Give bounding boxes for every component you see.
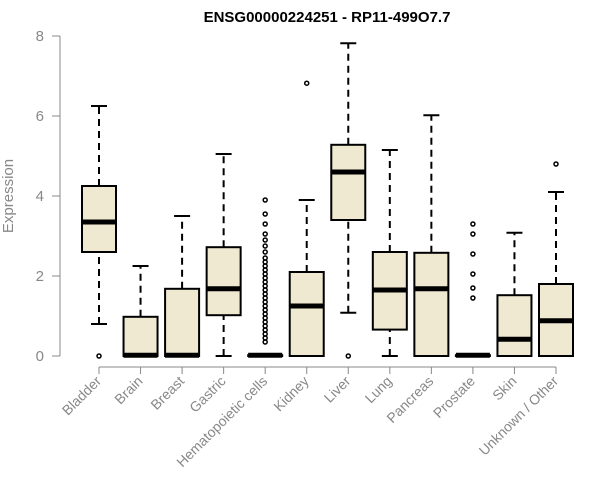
iqr-box bbox=[81, 185, 117, 253]
outlier-point bbox=[262, 237, 268, 243]
iqr-box bbox=[413, 251, 450, 357]
y-tick-label: 8 bbox=[36, 28, 44, 45]
y-axis-label: Expression bbox=[0, 159, 17, 233]
outlier-point bbox=[262, 249, 268, 255]
iqr-box bbox=[288, 271, 325, 357]
box-brain bbox=[122, 265, 159, 358]
outlier-point bbox=[303, 80, 310, 86]
x-tick-label: Brain bbox=[111, 373, 145, 407]
outlier-point bbox=[470, 295, 476, 301]
x-tick-label: Lung bbox=[362, 373, 395, 406]
box-hematopoietic-cells bbox=[247, 197, 284, 358]
box-unknown-other bbox=[538, 161, 574, 357]
outlier-point bbox=[553, 161, 559, 167]
outlier-point bbox=[470, 271, 476, 277]
box-pancreas bbox=[413, 114, 450, 357]
outlier-point bbox=[262, 221, 268, 227]
outlier-point bbox=[470, 251, 476, 257]
box-breast bbox=[164, 215, 201, 358]
chart-title: ENSG00000224251 - RP11-499O7.7 bbox=[204, 9, 451, 26]
outlier-point bbox=[96, 353, 102, 359]
outlier-point bbox=[262, 243, 268, 249]
iqr-box bbox=[122, 315, 159, 357]
iqr-box bbox=[164, 287, 201, 357]
box-kidney bbox=[288, 80, 325, 357]
outlier-point bbox=[262, 197, 268, 203]
outlier-point bbox=[262, 255, 268, 261]
iqr-box bbox=[205, 246, 242, 317]
outlier-point bbox=[262, 231, 268, 237]
box-liver bbox=[330, 42, 367, 359]
outlier-point bbox=[345, 353, 352, 359]
outlier-point bbox=[470, 285, 476, 291]
x-tick-label: Skin bbox=[489, 373, 520, 404]
box-bladder bbox=[81, 105, 117, 359]
y-tick-label: 0 bbox=[36, 348, 44, 365]
x-tick-label: Unknown / Other bbox=[476, 373, 562, 459]
y-tick-label: 6 bbox=[36, 108, 44, 125]
y-tick-label: 2 bbox=[36, 268, 44, 285]
box-lung bbox=[371, 149, 408, 357]
x-tick-label: Breast bbox=[147, 373, 187, 413]
outlier-point bbox=[470, 231, 476, 237]
box-series bbox=[81, 42, 574, 359]
box-gastric bbox=[205, 153, 242, 357]
x-tick-label: Prostate bbox=[430, 373, 478, 421]
x-tick-label: Bladder bbox=[59, 373, 105, 419]
x-tick-label: Kidney bbox=[270, 373, 312, 415]
outlier-point bbox=[470, 221, 476, 227]
iqr-box bbox=[496, 294, 533, 358]
x-tick-label: Liver bbox=[321, 373, 354, 406]
iqr-box bbox=[330, 143, 367, 221]
box-skin bbox=[496, 231, 533, 358]
y-tick-label: 4 bbox=[36, 188, 44, 205]
outlier-point bbox=[262, 211, 268, 217]
box-prostate bbox=[454, 221, 491, 358]
y-axis-ticks: 0 2 4 6 8 bbox=[36, 28, 60, 365]
